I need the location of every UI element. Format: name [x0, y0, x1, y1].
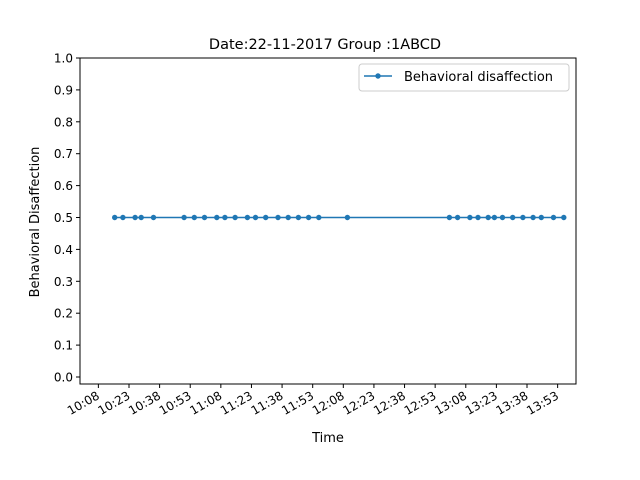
data-point: [252, 214, 259, 221]
x-tick-label: 10:53: [157, 388, 194, 417]
plot-area-frame: [79, 57, 577, 385]
data-point: [201, 214, 208, 221]
data-point: [344, 214, 351, 221]
data-point: [285, 214, 291, 221]
legend-marker-sample: [375, 73, 381, 79]
x-tick-label: 13:38: [494, 388, 531, 417]
y-tick-label: 0.4: [54, 243, 73, 257]
data-point: [538, 214, 544, 221]
chart-title: Date:22-11-2017 Group :1ABCD: [209, 37, 441, 53]
data-point: [316, 214, 322, 221]
data-point: [530, 214, 536, 221]
x-tick-label: 12:23: [340, 388, 377, 417]
data-point: [454, 214, 461, 221]
y-tick-label: 0.8: [54, 115, 73, 129]
data-point: [520, 214, 526, 221]
x-tick-label: 12:08: [310, 388, 347, 417]
x-tick-label: 10:38: [126, 388, 163, 417]
x-tick-label: 11:08: [187, 388, 224, 417]
x-tick-label: 13:08: [432, 388, 469, 417]
series-layer: [112, 214, 567, 221]
x-axis-ticks: 10:0810:2310:3810:5311:0811:2311:3811:53…: [65, 384, 561, 418]
data-point: [181, 214, 187, 221]
data-point: [491, 214, 498, 221]
data-point: [191, 214, 197, 221]
y-tick-label: 0.3: [54, 275, 73, 289]
data-point: [275, 214, 281, 221]
data-point: [561, 214, 567, 221]
data-point: [510, 214, 516, 221]
legend-label: Behavioral disaffection: [404, 70, 553, 85]
y-tick-label: 0.7: [54, 147, 73, 161]
data-point: [550, 214, 557, 221]
data-point: [499, 214, 506, 221]
x-tick-label: 13:23: [463, 388, 500, 417]
legend: Behavioral disaffection: [358, 63, 570, 92]
y-axis-label: Behavioral Disaffection: [28, 147, 43, 298]
y-tick-label: 0.2: [54, 307, 73, 321]
data-point: [120, 214, 126, 221]
data-point: [475, 214, 481, 221]
data-point: [446, 214, 453, 221]
y-tick-label: 0.0: [54, 371, 73, 385]
y-tick-label: 0.1: [54, 339, 73, 353]
data-point: [295, 214, 302, 221]
x-tick-label: 11:53: [279, 388, 316, 417]
y-tick-label: 1.0: [54, 52, 73, 66]
y-tick-label: 0.9: [54, 83, 73, 97]
data-point: [305, 214, 312, 221]
data-point: [150, 214, 157, 221]
x-tick-label: 12:38: [371, 388, 408, 417]
data-point: [263, 214, 269, 221]
data-point: [138, 214, 144, 221]
data-point: [485, 214, 491, 221]
x-axis-label: Time: [311, 431, 344, 446]
data-point: [467, 214, 473, 221]
x-tick-label: 12:53: [402, 388, 439, 417]
y-tick-label: 0.5: [54, 211, 73, 225]
data-point: [214, 214, 220, 221]
y-tick-label: 0.6: [54, 179, 73, 193]
x-tick-label: 10:08: [65, 388, 102, 417]
x-tick-label: 10:23: [96, 388, 133, 417]
x-tick-label: 11:38: [249, 388, 286, 417]
legend-box: [358, 63, 570, 92]
x-tick-label: 13:53: [524, 388, 561, 417]
data-point: [244, 214, 251, 221]
data-point: [112, 214, 118, 221]
data-point: [132, 214, 138, 221]
y-axis-ticks: 0.0 0.1 0.2 0.3 0.4 0.5 0.6 0.7 0.8 0.9 1.0: [54, 52, 80, 385]
data-point: [232, 214, 238, 221]
data-point: [222, 214, 228, 221]
x-tick-label: 11:23: [218, 388, 255, 417]
